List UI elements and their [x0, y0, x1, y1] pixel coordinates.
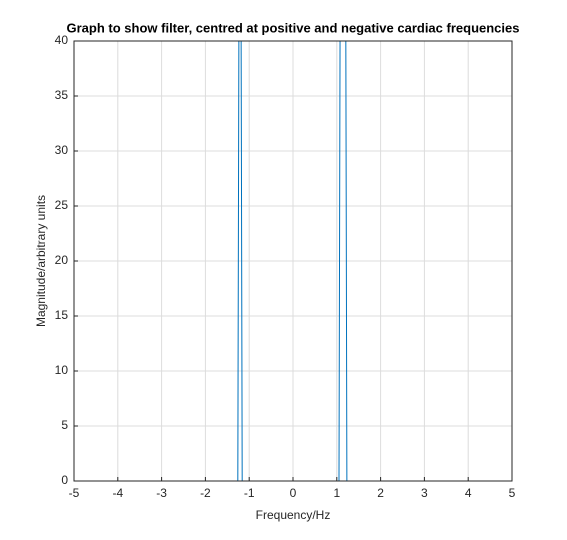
x-tick-label: -4 [112, 486, 123, 500]
y-tick-label: 5 [61, 418, 68, 432]
y-tick-label: 10 [55, 363, 69, 377]
y-tick-label: 15 [55, 308, 69, 322]
y-tick-label: 30 [55, 143, 69, 157]
y-tick-label: 20 [55, 253, 69, 267]
x-tick-label: 2 [377, 486, 384, 500]
y-axis-label: Magnitude/arbitrary units [34, 195, 48, 327]
x-axis-label: Frequency/Hz [256, 508, 331, 522]
x-tick-label: 5 [509, 486, 516, 500]
y-tick-label: 25 [55, 198, 69, 212]
y-tick-label: 0 [61, 473, 68, 487]
x-tick-label: 4 [465, 486, 472, 500]
x-tick-label: -3 [156, 486, 167, 500]
x-tick-label: 3 [421, 486, 428, 500]
x-tick-label: -1 [244, 486, 255, 500]
y-tick-label: 35 [55, 88, 69, 102]
data [74, 41, 512, 481]
ticks: -5 -4 -3 -2 -1 0 1 2 3 4 5 0 5 10 15 20 25 30 35 40 [55, 33, 516, 500]
x-tick-label: 1 [333, 486, 340, 500]
line-series [74, 41, 512, 481]
x-tick-label: -5 [69, 486, 80, 500]
x-tick-label: 0 [290, 486, 297, 500]
chart-title: Graph to show filter, centred at positiv… [67, 20, 520, 35]
x-tick-label: -2 [200, 486, 211, 500]
y-tick-label: 40 [55, 33, 69, 47]
